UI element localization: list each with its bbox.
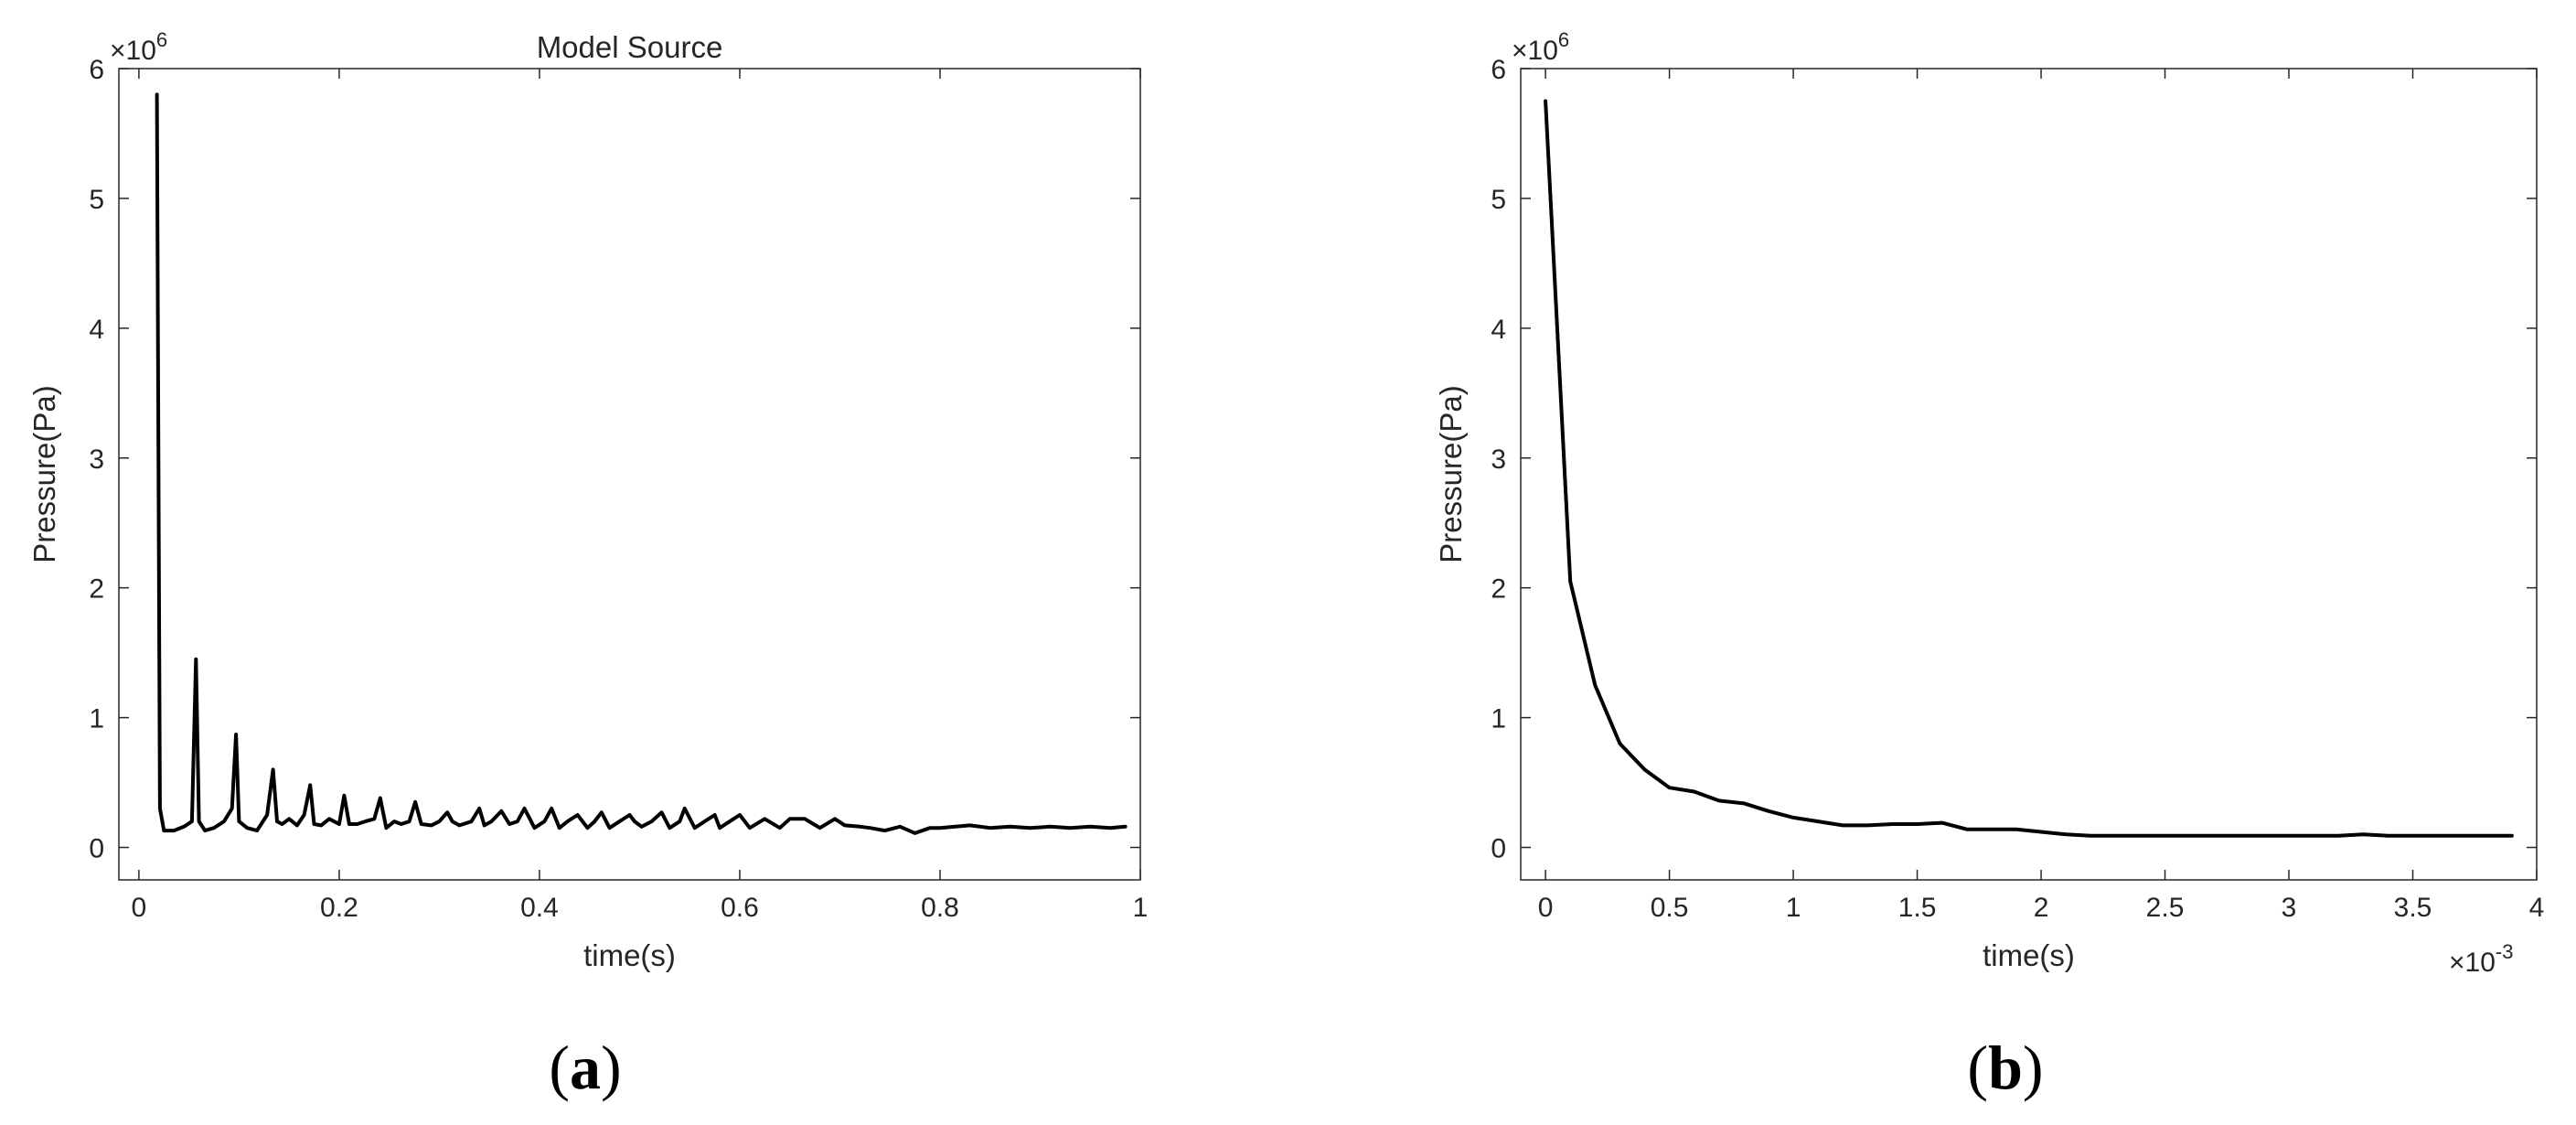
series-line xyxy=(1544,99,2514,838)
x-tick-label: 0.5 xyxy=(1651,893,1689,923)
chart-panel-a: 0 0.2 0.4 0.6 0.8 1 0 1 2 3 4 5 6×106 Model Source tim… xyxy=(27,28,1148,1102)
x-tick-label: 0.4 xyxy=(520,893,559,923)
x-tick-label: 1.5 xyxy=(1898,893,1937,923)
y-tick-label: 6 xyxy=(89,55,104,85)
x-exponent-label: ×10-3 xyxy=(2449,940,2513,978)
y-tick-label: 4 xyxy=(1491,315,1506,345)
x-tick-label: 1 xyxy=(1133,893,1149,923)
y-tick-label: 4 xyxy=(89,315,104,345)
series-line xyxy=(155,92,1128,835)
x-tick-label: 2.5 xyxy=(2146,893,2185,923)
x-tick-label: 0.2 xyxy=(320,893,358,923)
panel-letter: b xyxy=(1988,1033,2023,1102)
y-axis-label: Pressure(Pa) xyxy=(27,385,61,562)
x-tick-label: 3 xyxy=(2282,893,2297,923)
x-axis-label: time(s) xyxy=(1983,938,2075,972)
panel-label: (b) xyxy=(1967,1033,2043,1102)
x-axis-label: time(s) xyxy=(583,938,676,972)
y-tick-label: 5 xyxy=(1491,185,1506,215)
x-tick-label: 0.6 xyxy=(721,893,759,923)
panel-letter: a xyxy=(570,1033,601,1102)
y-tick-label: 6 xyxy=(1491,55,1506,85)
x-tick-label: 0 xyxy=(1538,893,1554,923)
x-tick-label: 4 xyxy=(2529,893,2545,923)
x-tick-label: 0 xyxy=(132,893,147,923)
chart-title: Model Source xyxy=(537,30,723,64)
y-tick-label: 0 xyxy=(89,834,104,864)
chart-panel-b: 0 0.5 1 1.5 2 2.5 3 3.5 4 0 1 2 3 4 5 6×106 ×10-3 time(s)… xyxy=(1434,28,2544,1102)
y-exponent-label: ×106 xyxy=(1512,28,1569,66)
axes-box xyxy=(118,68,1141,881)
y-tick-label: 2 xyxy=(89,574,104,605)
x-tick-label: 0.8 xyxy=(921,893,959,923)
axes-box xyxy=(1520,68,2538,881)
y-tick-label: 1 xyxy=(1491,704,1506,734)
x-tick-label: 2 xyxy=(2034,893,2049,923)
y-tick-label: 3 xyxy=(89,445,104,475)
y-tick-label: 2 xyxy=(1491,574,1506,605)
y-tick-label: 3 xyxy=(1491,445,1506,475)
y-tick-label: 0 xyxy=(1491,834,1506,864)
y-tick-label: 5 xyxy=(89,185,104,215)
panel-label: (a) xyxy=(549,1033,621,1102)
y-axis-label: Pressure(Pa) xyxy=(1434,385,1468,562)
y-tick-label: 1 xyxy=(89,704,104,734)
x-tick-label: 3.5 xyxy=(2394,893,2432,923)
y-exponent-label: ×106 xyxy=(110,28,167,66)
x-tick-label: 1 xyxy=(1786,893,1801,923)
